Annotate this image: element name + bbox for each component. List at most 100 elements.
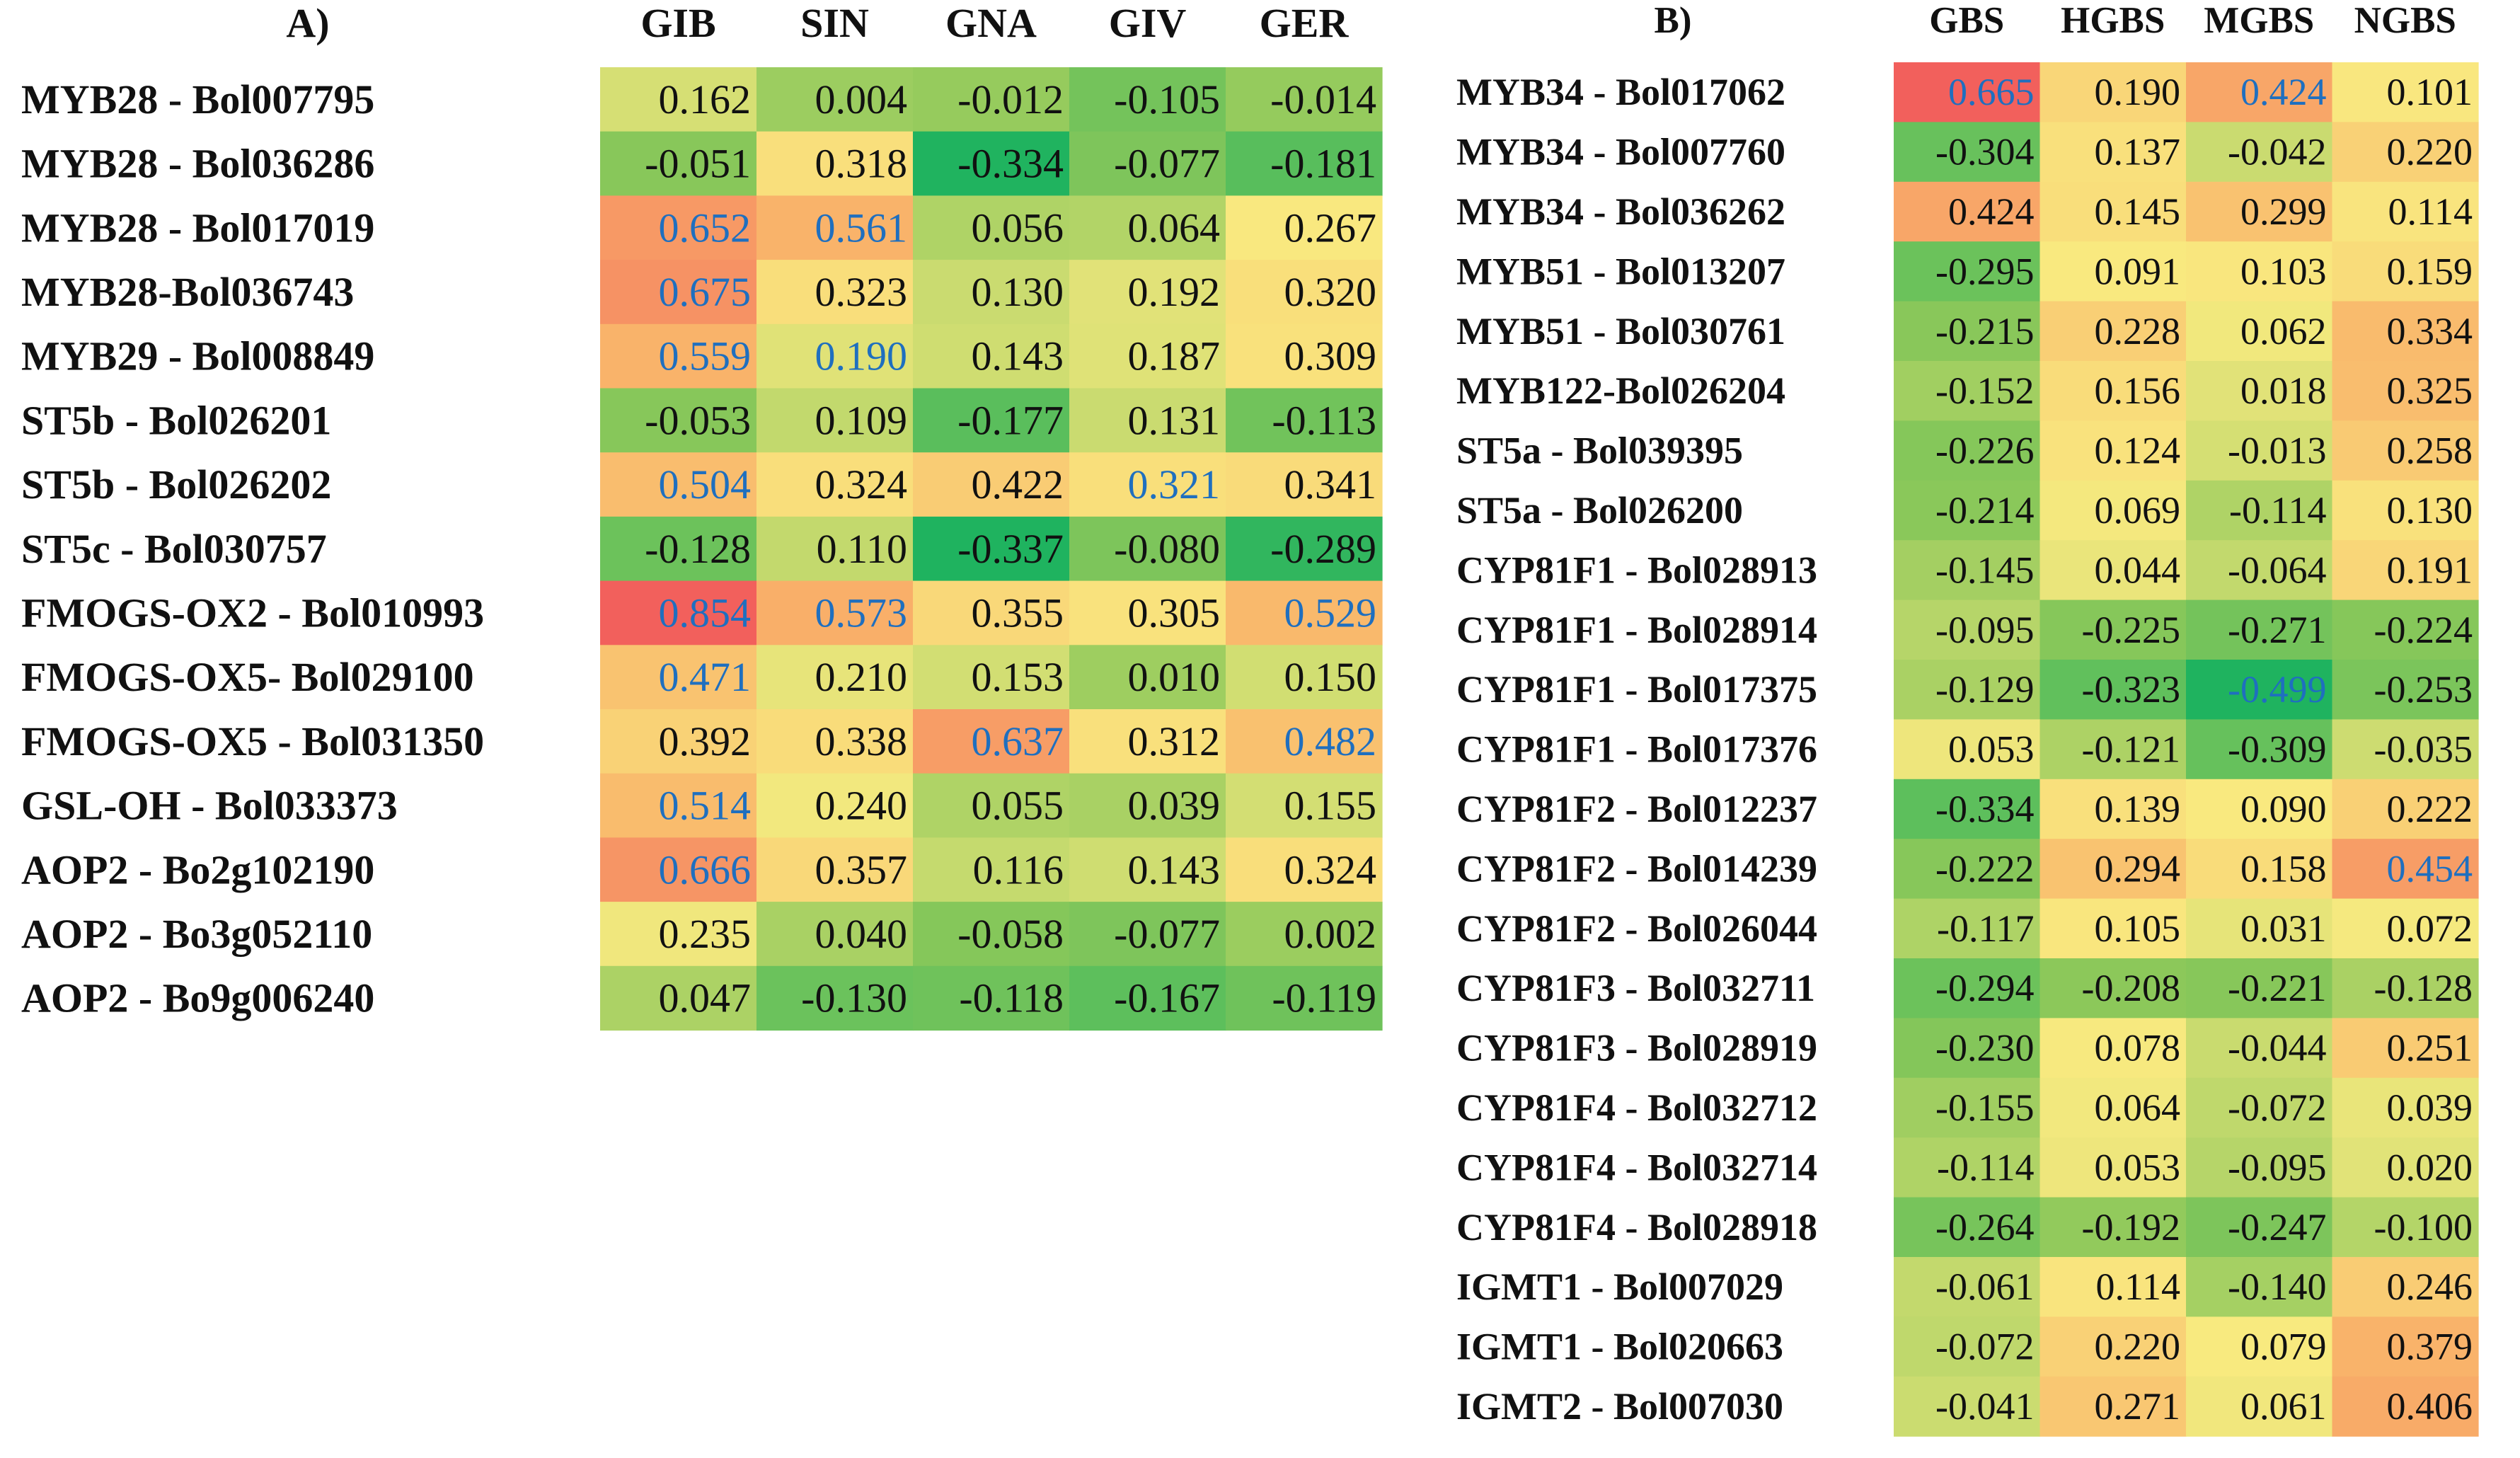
- cell-value-label: -0.105: [1114, 76, 1220, 122]
- row-label-cyp81f3-bol028919: CYP81F3 - Bol028919: [1456, 1027, 1817, 1069]
- heatmap-cell: [600, 323, 757, 389]
- cell-value-label: 0.156: [2095, 369, 2181, 412]
- cell-value-label: 0.210: [815, 654, 908, 700]
- cell-value-label: -0.140: [2228, 1265, 2326, 1308]
- row-label-cyp81f1-bol017376: CYP81F1 - Bol017376: [1456, 728, 1817, 771]
- cell-value-label: 0.246: [2387, 1265, 2473, 1308]
- heatmap-cell: [2186, 1376, 2333, 1437]
- row-label-st5b-bol026201: ST5b - Bol026201: [21, 397, 331, 443]
- cell-value-label: 0.222: [2387, 788, 2473, 830]
- heatmap-cell: [1226, 195, 1383, 260]
- heatmap-cell: [756, 131, 914, 196]
- heatmap-cell: [2332, 719, 2479, 780]
- heatmap-cell: [2332, 898, 2479, 959]
- heatmap-cell: [756, 67, 914, 132]
- heatmap-cell: [1894, 1257, 2041, 1317]
- cell-value-label: 0.072: [2387, 907, 2473, 950]
- cell-value-label: -0.077: [1114, 911, 1220, 957]
- cell-value-label: 0.158: [2240, 847, 2327, 890]
- cell-value-label: -0.289: [1270, 526, 1376, 572]
- heatmap-cell: [2039, 1077, 2187, 1138]
- row-label-cyp81f3-bol032711: CYP81F3 - Bol032711: [1456, 967, 1815, 1009]
- row-label-cyp81f2-bol026044: CYP81F2 - Bol026044: [1456, 907, 1817, 950]
- heatmap-cell: [2332, 1077, 2479, 1138]
- heatmap-cell: [2186, 839, 2333, 900]
- heatmap-cell: [1894, 1018, 2041, 1079]
- cell-value-label: 0.039: [2387, 1086, 2473, 1129]
- heatmap-cell: [756, 516, 914, 582]
- cell-value-label: -0.224: [2374, 609, 2473, 651]
- heatmap-cell: [2186, 1316, 2333, 1377]
- heatmap-cell: [756, 902, 914, 967]
- cell-value-label: -0.051: [645, 141, 751, 187]
- heatmap-cell: [600, 773, 757, 838]
- heatmap-cell: [1226, 388, 1383, 453]
- cell-value-label: 0.324: [1284, 846, 1377, 892]
- cell-value-label: -0.309: [2228, 728, 2326, 771]
- cell-value-label: 0.675: [659, 269, 752, 315]
- heatmap-cell: [756, 837, 914, 902]
- cell-value-label: 0.031: [2240, 907, 2327, 950]
- cell-value-label: 0.064: [2095, 1086, 2181, 1129]
- heatmap-cell: [2039, 839, 2187, 900]
- heatmap-cell: [1226, 837, 1383, 902]
- cell-value-label: 0.114: [2388, 190, 2473, 233]
- cell-value-label: 0.471: [659, 654, 752, 700]
- cell-value-label: 0.341: [1284, 461, 1377, 507]
- panel-b-heatmap: B) GBS HGBS MGBS NGBS MYB34 - Bol017062 0.665 0…: [1456, 0, 2479, 1437]
- cell-value-label: -0.225: [2082, 609, 2180, 651]
- cell-value-label: 0.482: [1284, 718, 1377, 764]
- cell-value-label: -0.208: [2082, 967, 2180, 1009]
- heatmap-cell: [1894, 1376, 2041, 1437]
- cell-value-label: -0.121: [2082, 728, 2180, 771]
- heatmap-cell: [1069, 837, 1226, 902]
- row-label-myb51-bol013207: MYB51 - Bol013207: [1456, 250, 1785, 292]
- heatmap-cell: [2186, 1257, 2333, 1317]
- heatmap-cell: [2039, 1197, 2187, 1258]
- heatmap-cell: [2332, 958, 2479, 1018]
- column-header-gib: GIB: [640, 0, 715, 46]
- heatmap-cell: [1069, 452, 1226, 517]
- heatmap-cell: [2039, 361, 2187, 421]
- heatmap-cell: [2186, 122, 2333, 183]
- cell-value-label: -0.053: [645, 397, 751, 443]
- heatmap-cell: [2332, 181, 2479, 242]
- heatmap-cell: [913, 452, 1070, 517]
- heatmap-cell: [2332, 1257, 2479, 1317]
- heatmap-cell: [1226, 131, 1383, 196]
- cell-value-label: -0.221: [2228, 967, 2326, 1009]
- heatmap-cell: [756, 580, 914, 645]
- cell-value-label: -0.114: [1937, 1146, 2034, 1188]
- heatmap-cell: [2039, 1257, 2187, 1317]
- cell-value-label: -0.095: [2228, 1146, 2326, 1188]
- cell-value-label: 0.652: [659, 205, 752, 251]
- heatmap-cell: [1226, 902, 1383, 967]
- cell-value-label: 0.159: [2387, 250, 2473, 292]
- heatmap-cell: [913, 965, 1070, 1031]
- cell-value-label: -0.145: [1935, 549, 2034, 591]
- heatmap-cell: [913, 902, 1070, 967]
- cell-value-label: 0.137: [2095, 131, 2181, 173]
- heatmap-cell: [2186, 420, 2333, 481]
- panel-a-label: A): [286, 0, 329, 46]
- cell-value-label: 0.321: [1128, 461, 1221, 507]
- column-header-gna: GNA: [945, 0, 1037, 46]
- row-label-myb28-bol036286: MYB28 - Bol036286: [21, 141, 374, 187]
- heatmap-cell: [1226, 773, 1383, 838]
- cell-value-label: 0.325: [2387, 369, 2473, 412]
- cell-value-label: 0.318: [815, 141, 908, 187]
- row-label-cyp81f1-bol028913: CYP81F1 - Bol028913: [1456, 549, 1817, 591]
- cell-value-label: 0.424: [1948, 190, 2035, 233]
- heatmap-cell: [2186, 301, 2333, 362]
- heatmap-cell: [2039, 898, 2187, 959]
- heatmap-cell: [2186, 480, 2333, 541]
- cell-value-label: -0.072: [2228, 1086, 2326, 1129]
- cell-value-label: -0.337: [957, 526, 1064, 572]
- heatmap-cell: [756, 452, 914, 517]
- cell-value-label: 0.192: [1128, 269, 1221, 315]
- row-label-cyp81f2-bol012237: CYP81F2 - Bol012237: [1456, 788, 1817, 830]
- heatmap-cell: [600, 709, 757, 774]
- cell-value-label: 0.079: [2240, 1326, 2327, 1368]
- cell-value-label: -0.014: [1270, 76, 1376, 122]
